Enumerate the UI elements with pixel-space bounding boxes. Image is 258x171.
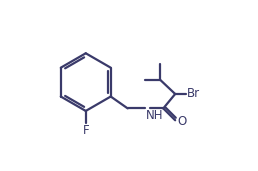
Text: F: F xyxy=(83,124,89,137)
Text: NH: NH xyxy=(146,109,163,122)
Text: Br: Br xyxy=(187,88,200,101)
Text: O: O xyxy=(177,115,187,128)
